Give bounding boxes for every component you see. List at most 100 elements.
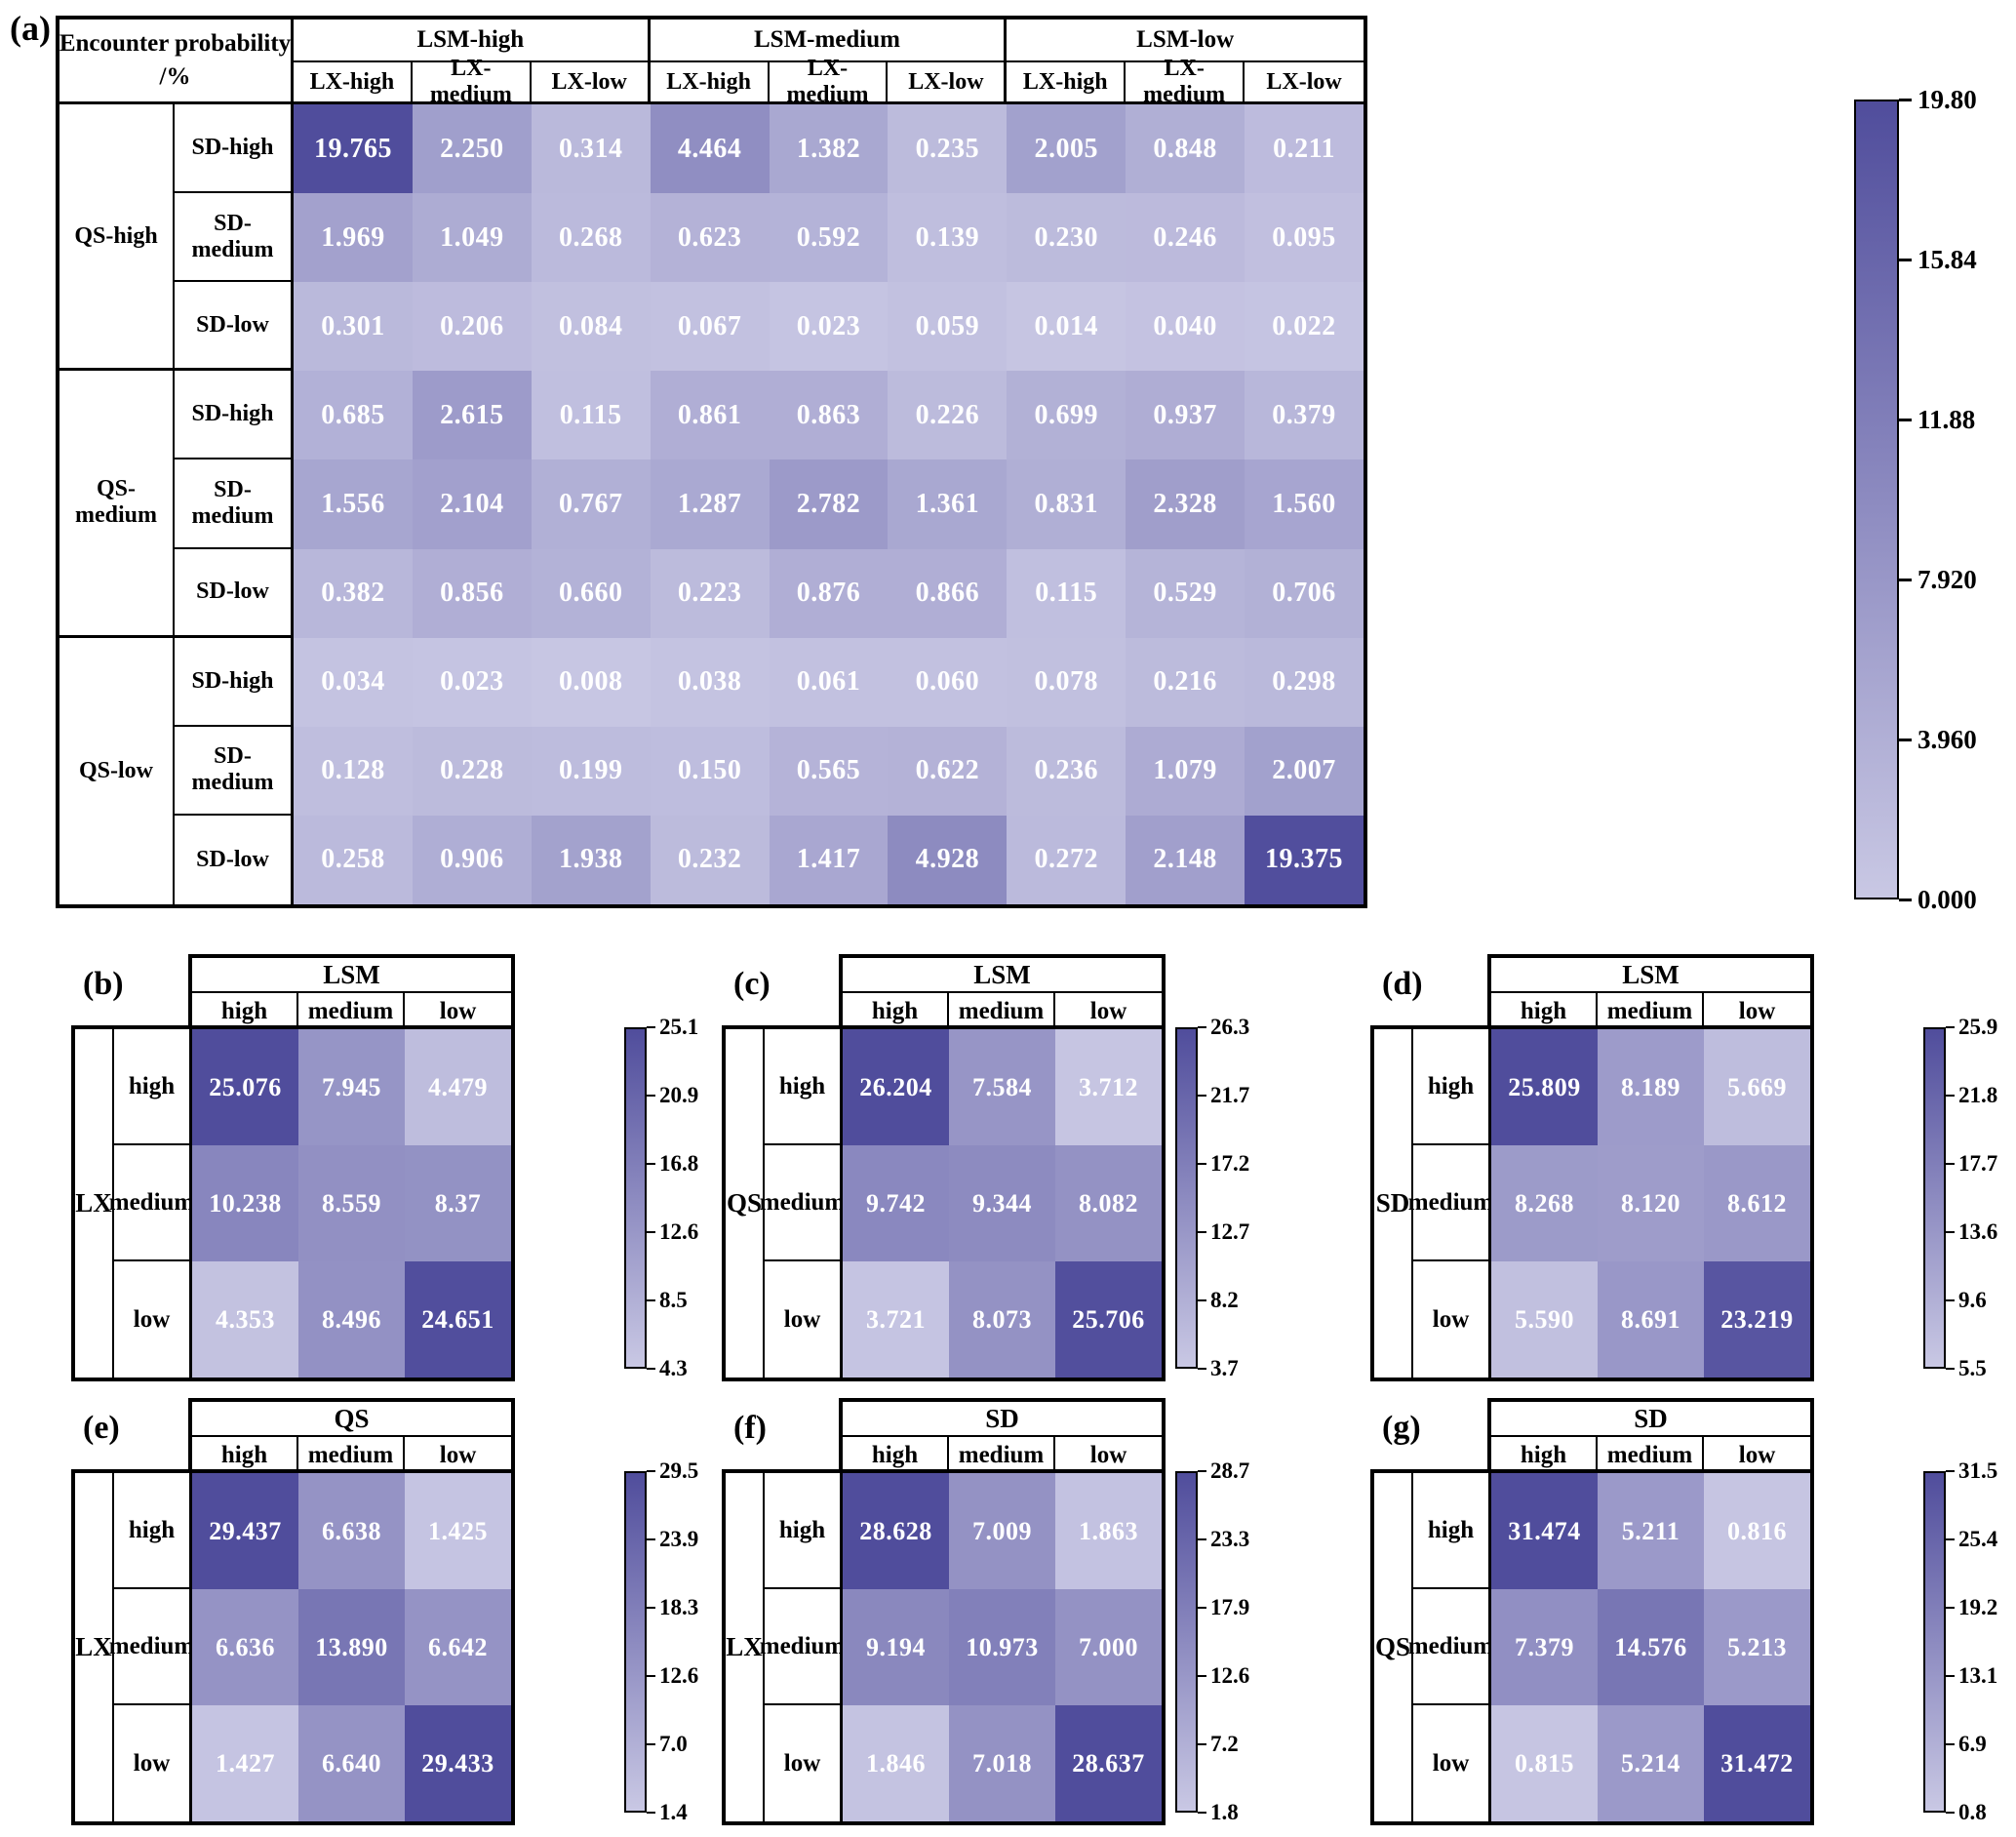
heatmap-cell: 2.782 <box>769 459 889 549</box>
corner-title-line1: Encounter probability <box>59 30 292 58</box>
colorbar-tick-label: 0.8 <box>1958 1800 1987 1824</box>
panel-column-header: SD high medium low <box>839 1398 1166 1473</box>
column-level-label: medium <box>298 1437 405 1473</box>
heatmap-cell: 0.230 <box>1007 193 1127 283</box>
colorbar-tick-mark <box>647 1299 655 1301</box>
colorbar-tick-label: 17.7 <box>1958 1151 1998 1176</box>
heatmap-cell: 5.590 <box>1491 1261 1598 1378</box>
panel-label: (b) <box>83 966 124 1002</box>
colorbar-tick-mark <box>1899 259 1912 261</box>
row-level-label: high <box>1413 1473 1491 1589</box>
colorbar-tick-mark <box>647 1538 655 1540</box>
panel-e: (e) QS high medium low LX high medium low 29.437 6… <box>71 1398 773 1837</box>
colorbar-tick-label: 1.4 <box>659 1800 688 1824</box>
heatmap-cell: 28.637 <box>1055 1705 1162 1821</box>
col-group-header: LSM-low <box>1007 20 1364 62</box>
row-level-label: high <box>114 1029 192 1145</box>
heatmap-cell: 0.095 <box>1245 193 1364 283</box>
colorbar-tick-mark <box>1946 1231 1955 1233</box>
panel-label: (g) <box>1382 1410 1421 1446</box>
heatmap-cell: 7.945 <box>298 1029 405 1145</box>
panel-colorbar <box>1175 1471 1198 1813</box>
heatmap-cell: 0.767 <box>531 459 651 549</box>
heatmap-cell: 0.379 <box>1245 371 1364 460</box>
column-level-label: high <box>192 993 298 1029</box>
row-sub-header: SD-medium <box>175 193 294 283</box>
heatmap-cell: 0.115 <box>531 371 651 460</box>
colorbar-tick-label: 1.8 <box>1210 1800 1239 1824</box>
column-level-label: low <box>1089 1441 1127 1468</box>
heatmap-cell: 0.382 <box>294 548 413 638</box>
heatmap-cell: 0.128 <box>294 726 413 816</box>
colorbar-tick-mark <box>1198 1231 1206 1233</box>
panel-heatmap-body: LX high medium low 28.628 7.009 1.863 9.194 10.9… <box>722 1469 1166 1825</box>
panel-f: (f) SD high medium low LX high medium low 28.628 7… <box>722 1398 1424 1837</box>
heatmap-cell: 5.213 <box>1704 1589 1810 1705</box>
panel-column-header: SD high medium low <box>1487 1398 1814 1473</box>
heatmap-cell: 9.344 <box>949 1145 1055 1261</box>
heatmap-cell: 0.061 <box>769 637 889 727</box>
colorbar-tick-label: 3.7 <box>1210 1356 1239 1380</box>
heatmap-cell: 0.060 <box>888 637 1008 727</box>
heatmap-cell: 0.199 <box>531 726 651 816</box>
colorbar-tick-label: 19.2 <box>1958 1595 1998 1619</box>
heatmap-cell: 1.382 <box>769 104 889 194</box>
heatmap-cell: 0.022 <box>1245 282 1364 372</box>
row-group-label: SD <box>1374 1029 1413 1378</box>
panel-label: (f) <box>733 1410 767 1446</box>
column-level-label: medium <box>1598 993 1704 1029</box>
colorbar-tick-mark <box>1899 579 1912 581</box>
colorbar-tick-mark <box>647 1675 655 1677</box>
heatmap-cell: 0.206 <box>412 282 532 372</box>
colorbar-tick-label: 25.4 <box>1958 1527 1998 1551</box>
heatmap-cell: 8.120 <box>1598 1145 1704 1261</box>
colorbar-tick-label: 7.2 <box>1210 1732 1239 1756</box>
panel-colorbar <box>1923 1471 1946 1813</box>
colorbar-tick-label: 16.8 <box>659 1151 699 1176</box>
heatmap-cell: 1.287 <box>650 459 770 549</box>
column-level-label: low <box>439 1441 477 1468</box>
colorbar-tick-label: 18.3 <box>659 1595 699 1619</box>
row-group-header: QS-high <box>59 104 175 372</box>
heatmap-cell: 6.638 <box>298 1473 405 1589</box>
colorbar-tick-mark <box>1946 1163 1955 1165</box>
heatmap-cell: 0.529 <box>1126 548 1245 638</box>
colorbar-tick-mark <box>647 1026 655 1028</box>
heatmap-cell: 2.104 <box>412 459 532 549</box>
heatmap-cell: 0.216 <box>1126 637 1245 727</box>
col-sub-header: LX-high <box>294 62 413 104</box>
heatmap-cell: 7.584 <box>949 1029 1055 1145</box>
colorbar-tick-mark <box>1946 1368 1955 1370</box>
heatmap-cell: 0.876 <box>769 548 889 638</box>
colorbar-tick-mark <box>1198 1026 1206 1028</box>
heatmap-cell: 25.706 <box>1055 1261 1162 1378</box>
colorbar-tick-label: 21.7 <box>1210 1083 1250 1107</box>
column-group-label: LSM <box>1491 958 1810 993</box>
col-group-header: LSM-medium <box>650 20 1008 62</box>
column-group-label: SD <box>1491 1402 1810 1437</box>
heatmap-cell: 0.258 <box>294 815 413 904</box>
colorbar-tick-label: 0.000 <box>1917 884 1977 914</box>
colorbar-tick-label: 25.1 <box>659 1015 699 1039</box>
col-sub-header: LX-low <box>888 62 1008 104</box>
colorbar-tick-label: 8.5 <box>659 1288 688 1312</box>
column-level-label: high <box>843 993 949 1029</box>
heatmap-cell: 31.474 <box>1491 1473 1598 1589</box>
col-sub-header: LX-low <box>531 62 651 104</box>
heatmap-cell: 0.848 <box>1126 104 1245 194</box>
heatmap-cell: 24.651 <box>405 1261 511 1378</box>
panel-column-header: LSM high medium low <box>1487 954 1814 1029</box>
colorbar-tick-label: 4.3 <box>659 1356 688 1380</box>
heatmap-cell: 0.226 <box>888 371 1008 460</box>
colorbar-tick-label: 13.6 <box>1958 1219 1998 1244</box>
colorbar-tick-label: 13.1 <box>1958 1663 1998 1688</box>
heatmap-cell: 1.361 <box>888 459 1008 549</box>
colorbar-tick-mark <box>1946 1607 1955 1609</box>
heatmap-cell: 0.228 <box>412 726 532 816</box>
colorbar-tick-mark <box>1899 899 1912 901</box>
heatmap-cell: 13.890 <box>298 1589 405 1705</box>
heatmap-cell: 2.148 <box>1126 815 1245 904</box>
column-level-label: medium <box>949 1437 1055 1473</box>
heatmap-cell: 3.721 <box>843 1261 949 1378</box>
heatmap-cell: 8.268 <box>1491 1145 1598 1261</box>
